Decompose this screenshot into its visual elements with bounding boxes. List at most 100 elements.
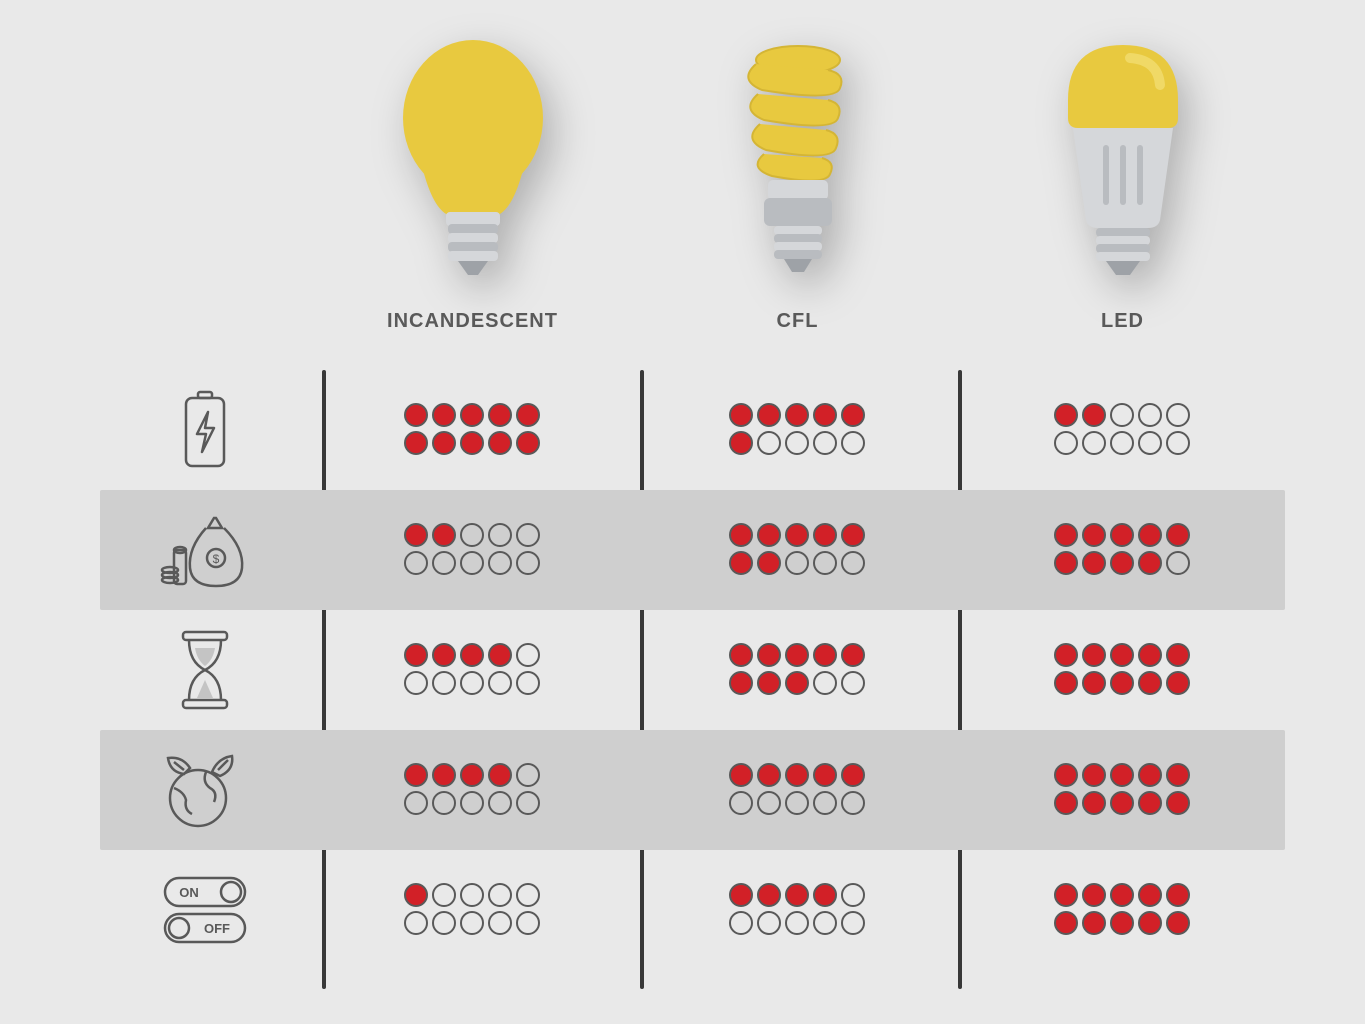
hourglass-icon — [100, 628, 310, 712]
dot-filled — [1138, 671, 1162, 695]
led-label: LED — [1101, 310, 1144, 333]
cell-lifetime-cfl — [635, 610, 960, 730]
row-cells — [310, 610, 1285, 730]
dot-filled — [432, 523, 456, 547]
dot-empty — [404, 791, 428, 815]
dot-empty — [785, 551, 809, 575]
dot-filled — [1082, 403, 1106, 427]
dot-filled — [813, 883, 837, 907]
dot-empty — [460, 671, 484, 695]
dot-filled — [757, 403, 781, 427]
row-switching: ON OFF — [100, 850, 1285, 970]
dot-empty — [841, 911, 865, 935]
score-dots — [1054, 883, 1192, 937]
dot-filled — [841, 523, 865, 547]
money-bag-icon: $ — [100, 510, 310, 590]
dot-filled — [729, 523, 753, 547]
dot-filled — [1110, 911, 1134, 935]
dot-filled — [813, 403, 837, 427]
dot-empty — [757, 791, 781, 815]
dot-filled — [1166, 671, 1190, 695]
dot-empty — [488, 883, 512, 907]
dot-empty — [488, 523, 512, 547]
dot-filled — [432, 763, 456, 787]
dot-filled — [1082, 551, 1106, 575]
dot-empty — [841, 791, 865, 815]
dot-filled — [1138, 643, 1162, 667]
dot-filled — [757, 643, 781, 667]
dot-filled — [404, 523, 428, 547]
score-dots — [1054, 643, 1192, 697]
dot-filled — [488, 431, 512, 455]
col-incandescent: INCANDESCENT — [310, 30, 635, 350]
score-dots — [404, 763, 542, 817]
dot-filled — [1166, 643, 1190, 667]
dot-empty — [516, 883, 540, 907]
dot-filled — [729, 763, 753, 787]
col-cfl: CFL — [635, 30, 960, 350]
dot-empty — [432, 791, 456, 815]
dot-filled — [432, 403, 456, 427]
dot-empty — [516, 643, 540, 667]
dot-empty — [1166, 551, 1190, 575]
score-dots — [1054, 523, 1192, 577]
dot-empty — [516, 551, 540, 575]
row-cells — [310, 850, 1285, 970]
dot-filled — [404, 643, 428, 667]
dot-filled — [1082, 911, 1106, 935]
dot-filled — [1110, 883, 1134, 907]
dot-empty — [841, 551, 865, 575]
dot-filled — [1166, 763, 1190, 787]
dot-filled — [1110, 671, 1134, 695]
dot-empty — [1110, 403, 1134, 427]
dot-filled — [460, 763, 484, 787]
earth-leaf-icon — [100, 748, 310, 832]
dot-empty — [1110, 431, 1134, 455]
dot-filled — [813, 763, 837, 787]
dot-empty — [841, 883, 865, 907]
dot-empty — [432, 883, 456, 907]
dot-empty — [460, 791, 484, 815]
score-dots — [404, 883, 542, 937]
incandescent-label: INCANDESCENT — [387, 310, 558, 333]
cell-eco-cfl — [635, 730, 960, 850]
dot-empty — [729, 791, 753, 815]
dot-filled — [1138, 523, 1162, 547]
dot-filled — [1054, 671, 1078, 695]
dot-filled — [1082, 883, 1106, 907]
dot-empty — [432, 911, 456, 935]
dot-filled — [516, 431, 540, 455]
dot-filled — [404, 883, 428, 907]
dot-filled — [404, 431, 428, 455]
comparison-grid: $ ON OFF — [100, 370, 1285, 994]
dot-filled — [1110, 643, 1134, 667]
cell-eco-incandescent — [310, 730, 635, 850]
dot-empty — [460, 551, 484, 575]
cell-cost-led — [960, 490, 1285, 610]
dot-filled — [813, 523, 837, 547]
dot-empty — [516, 911, 540, 935]
dot-empty — [841, 671, 865, 695]
dot-empty — [1166, 431, 1190, 455]
dot-filled — [729, 883, 753, 907]
dot-filled — [1054, 763, 1078, 787]
cfl-label: CFL — [777, 310, 819, 333]
dot-filled — [785, 523, 809, 547]
dot-empty — [460, 883, 484, 907]
dot-empty — [1054, 431, 1078, 455]
dot-empty — [785, 911, 809, 935]
dot-filled — [1054, 643, 1078, 667]
dot-filled — [785, 671, 809, 695]
dot-empty — [1082, 431, 1106, 455]
score-dots — [1054, 763, 1192, 817]
dot-filled — [729, 403, 753, 427]
dot-empty — [516, 763, 540, 787]
svg-text:$: $ — [213, 552, 220, 566]
dot-empty — [516, 791, 540, 815]
dot-empty — [757, 911, 781, 935]
dot-empty — [813, 911, 837, 935]
dot-empty — [516, 671, 540, 695]
dot-filled — [1110, 551, 1134, 575]
row-cells — [310, 730, 1285, 850]
dot-filled — [1054, 551, 1078, 575]
